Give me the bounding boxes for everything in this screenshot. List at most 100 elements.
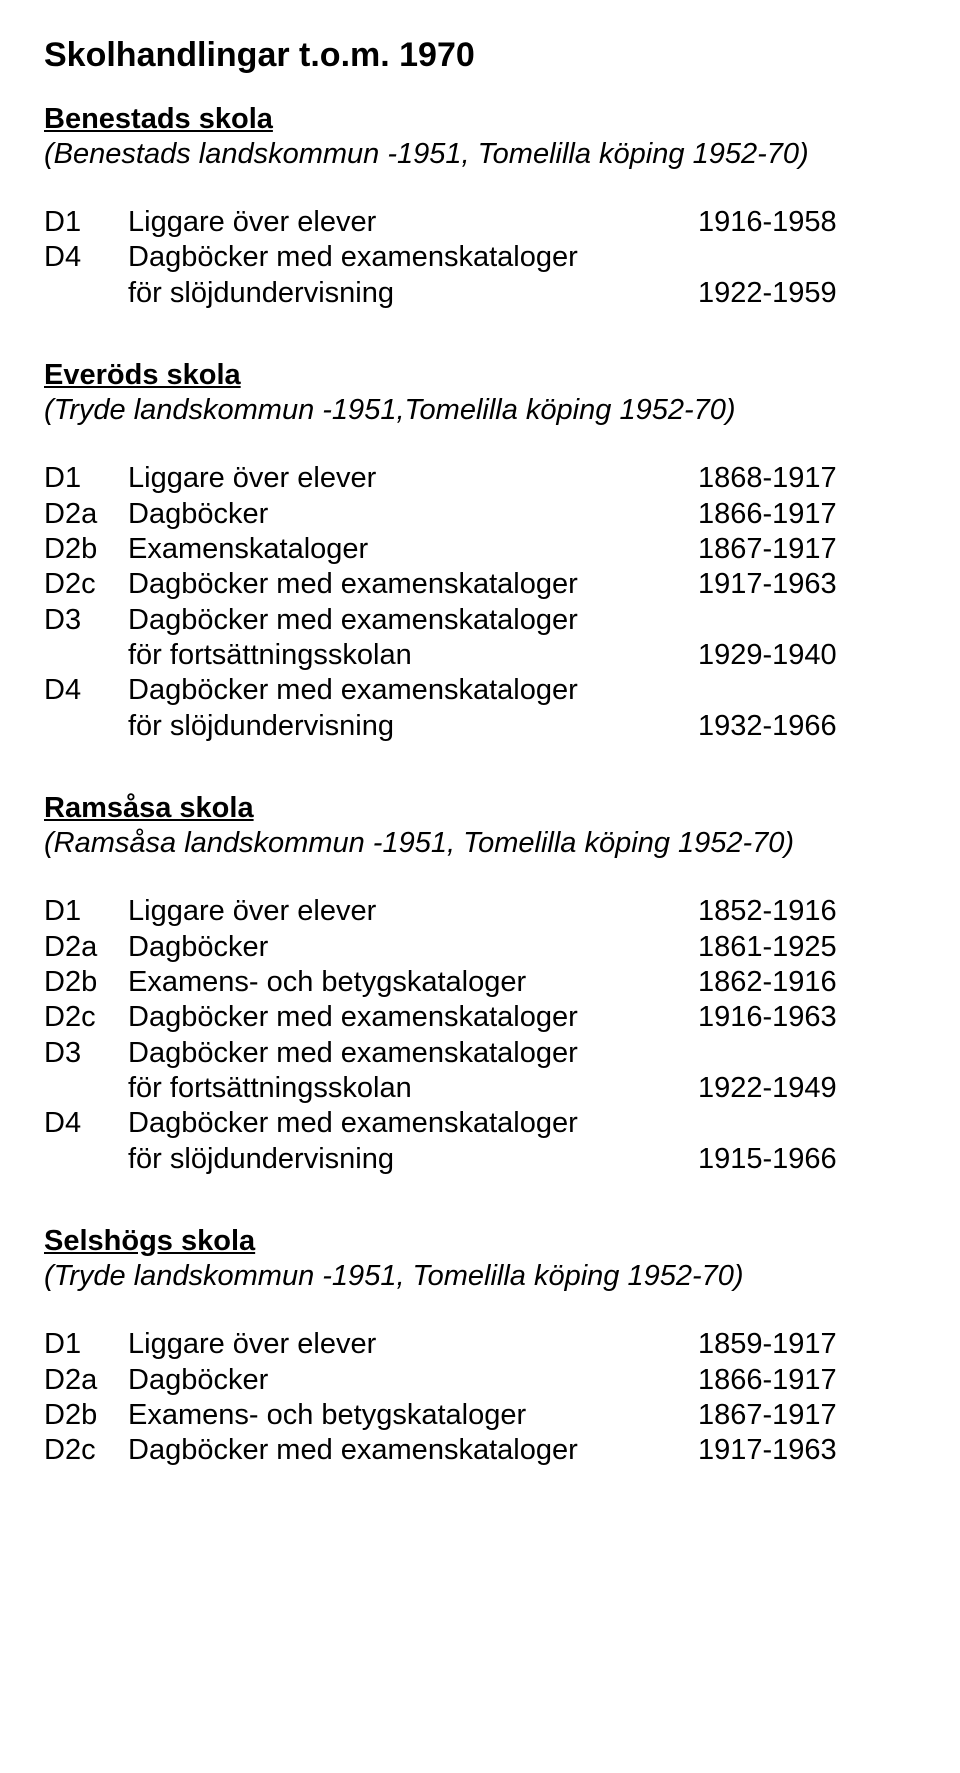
record-row: D4Dagböcker med examenskataloger (44, 1106, 916, 1141)
record-row: D1Liggare över elever1852-1916 (44, 894, 916, 929)
record-code: D2b (44, 965, 128, 1000)
record-years: 1868-1917 (698, 461, 837, 496)
record-row: för fortsättningsskolan1922-1949 (44, 1071, 916, 1106)
record-description: Dagböcker med examenskataloger (128, 673, 698, 708)
record-row: D2cDagböcker med examenskataloger1917-19… (44, 1433, 916, 1468)
record-code: D4 (44, 1106, 128, 1141)
record-row: D2cDagböcker med examenskataloger1916-19… (44, 1000, 916, 1035)
record-code: D2c (44, 567, 128, 602)
record-code: D1 (44, 461, 128, 496)
record-code: D2b (44, 532, 128, 567)
record-description: Liggare över elever (128, 461, 698, 496)
record-years: 1917-1963 (698, 1433, 837, 1468)
record-years: 1915-1966 (698, 1142, 837, 1177)
record-description: Dagböcker med examenskataloger (128, 567, 698, 602)
record-code: D3 (44, 1036, 128, 1071)
school-block: Everöds skola(Tryde landskommun -1951,To… (44, 359, 916, 744)
record-years: 1929-1940 (698, 638, 837, 673)
record-row: D2cDagböcker med examenskataloger1917-19… (44, 567, 916, 602)
record-row: D2bExamenskataloger1867-1917 (44, 532, 916, 567)
school-name: Benestads skola (44, 103, 916, 136)
record-description: för fortsättningsskolan (128, 1071, 698, 1106)
school-subtitle: (Benestads landskommun -1951, Tomelilla … (44, 138, 916, 171)
record-years: 1932-1966 (698, 709, 837, 744)
record-years: 1917-1963 (698, 567, 837, 602)
record-row: D2aDagböcker1861-1925 (44, 930, 916, 965)
record-row: D1Liggare över elever1859-1917 (44, 1327, 916, 1362)
record-years: 1862-1916 (698, 965, 837, 1000)
record-years: 1922-1959 (698, 276, 837, 311)
record-years: 1867-1917 (698, 1398, 837, 1433)
records-list: D1Liggare över elever1916-1958D4Dagböcke… (44, 205, 916, 311)
record-years: 1922-1949 (698, 1071, 837, 1106)
record-row: för slöjdundervisning1915-1966 (44, 1142, 916, 1177)
record-code: D4 (44, 673, 128, 708)
records-list: D1Liggare över elever1859-1917D2aDagböck… (44, 1327, 916, 1469)
record-description: Dagböcker med examenskataloger (128, 1433, 698, 1468)
record-code: D3 (44, 603, 128, 638)
school-name: Everöds skola (44, 359, 916, 392)
record-code: D2c (44, 1433, 128, 1468)
school-subtitle: (Tryde landskommun -1951,Tomelilla köpin… (44, 394, 916, 427)
record-description: för slöjdundervisning (128, 276, 698, 311)
record-code: D2a (44, 930, 128, 965)
record-description: Dagböcker med examenskataloger (128, 1106, 698, 1141)
record-row: D2bExamens- och betygskataloger1862-1916 (44, 965, 916, 1000)
school-block: Benestads skola(Benestads landskommun -1… (44, 103, 916, 311)
school-subtitle: (Tryde landskommun -1951, Tomelilla köpi… (44, 1260, 916, 1293)
records-list: D1Liggare över elever1868-1917D2aDagböck… (44, 461, 916, 744)
record-code: D2a (44, 497, 128, 532)
page: Skolhandlingar t.o.m. 1970 Benestads sko… (0, 0, 960, 1773)
record-row: D3Dagböcker med examenskataloger (44, 1036, 916, 1071)
record-years: 1861-1925 (698, 930, 837, 965)
record-description: Dagböcker med examenskataloger (128, 1000, 698, 1035)
record-years: 1859-1917 (698, 1327, 837, 1362)
record-years: 1866-1917 (698, 1363, 837, 1398)
record-years: 1916-1958 (698, 205, 837, 240)
record-row: D3Dagböcker med examenskataloger (44, 603, 916, 638)
record-description: Liggare över elever (128, 1327, 698, 1362)
record-years: 1916-1963 (698, 1000, 837, 1035)
record-code: D1 (44, 1327, 128, 1362)
record-description: för slöjdundervisning (128, 709, 698, 744)
schools-container: Benestads skola(Benestads landskommun -1… (44, 103, 916, 1469)
school-name: Ramsåsa skola (44, 792, 916, 825)
school-name: Selshögs skola (44, 1225, 916, 1258)
record-description: Dagböcker (128, 497, 698, 532)
document-title: Skolhandlingar t.o.m. 1970 (44, 36, 916, 75)
school-subtitle: (Ramsåsa landskommun -1951, Tomelilla kö… (44, 827, 916, 860)
record-description: Examens- och betygskataloger (128, 965, 698, 1000)
record-row: D4Dagböcker med examenskataloger (44, 240, 916, 275)
school-block: Ramsåsa skola(Ramsåsa landskommun -1951,… (44, 792, 916, 1177)
record-code: D2c (44, 1000, 128, 1035)
record-row: för slöjdundervisning1922-1959 (44, 276, 916, 311)
record-code: D4 (44, 240, 128, 275)
record-years: 1867-1917 (698, 532, 837, 567)
record-row: D1Liggare över elever1868-1917 (44, 461, 916, 496)
record-description: Examenskataloger (128, 532, 698, 567)
record-description: Liggare över elever (128, 205, 698, 240)
record-row: D2aDagböcker1866-1917 (44, 497, 916, 532)
record-years: 1866-1917 (698, 497, 837, 532)
school-block: Selshögs skola(Tryde landskommun -1951, … (44, 1225, 916, 1469)
record-description: Dagböcker (128, 1363, 698, 1398)
record-description: Dagböcker med examenskataloger (128, 1036, 698, 1071)
record-row: D2aDagböcker1866-1917 (44, 1363, 916, 1398)
record-row: för fortsättningsskolan1929-1940 (44, 638, 916, 673)
record-description: Examens- och betygskataloger (128, 1398, 698, 1433)
record-description: Liggare över elever (128, 894, 698, 929)
record-description: Dagböcker med examenskataloger (128, 603, 698, 638)
record-description: Dagböcker (128, 930, 698, 965)
record-row: för slöjdundervisning1932-1966 (44, 709, 916, 744)
records-list: D1Liggare över elever1852-1916D2aDagböck… (44, 894, 916, 1177)
record-description: för fortsättningsskolan (128, 638, 698, 673)
record-code: D2b (44, 1398, 128, 1433)
record-code: D1 (44, 894, 128, 929)
record-row: D1Liggare över elever1916-1958 (44, 205, 916, 240)
record-years: 1852-1916 (698, 894, 837, 929)
record-code: D1 (44, 205, 128, 240)
record-code: D2a (44, 1363, 128, 1398)
record-row: D2bExamens- och betygskataloger1867-1917 (44, 1398, 916, 1433)
record-description: för slöjdundervisning (128, 1142, 698, 1177)
record-row: D4Dagböcker med examenskataloger (44, 673, 916, 708)
